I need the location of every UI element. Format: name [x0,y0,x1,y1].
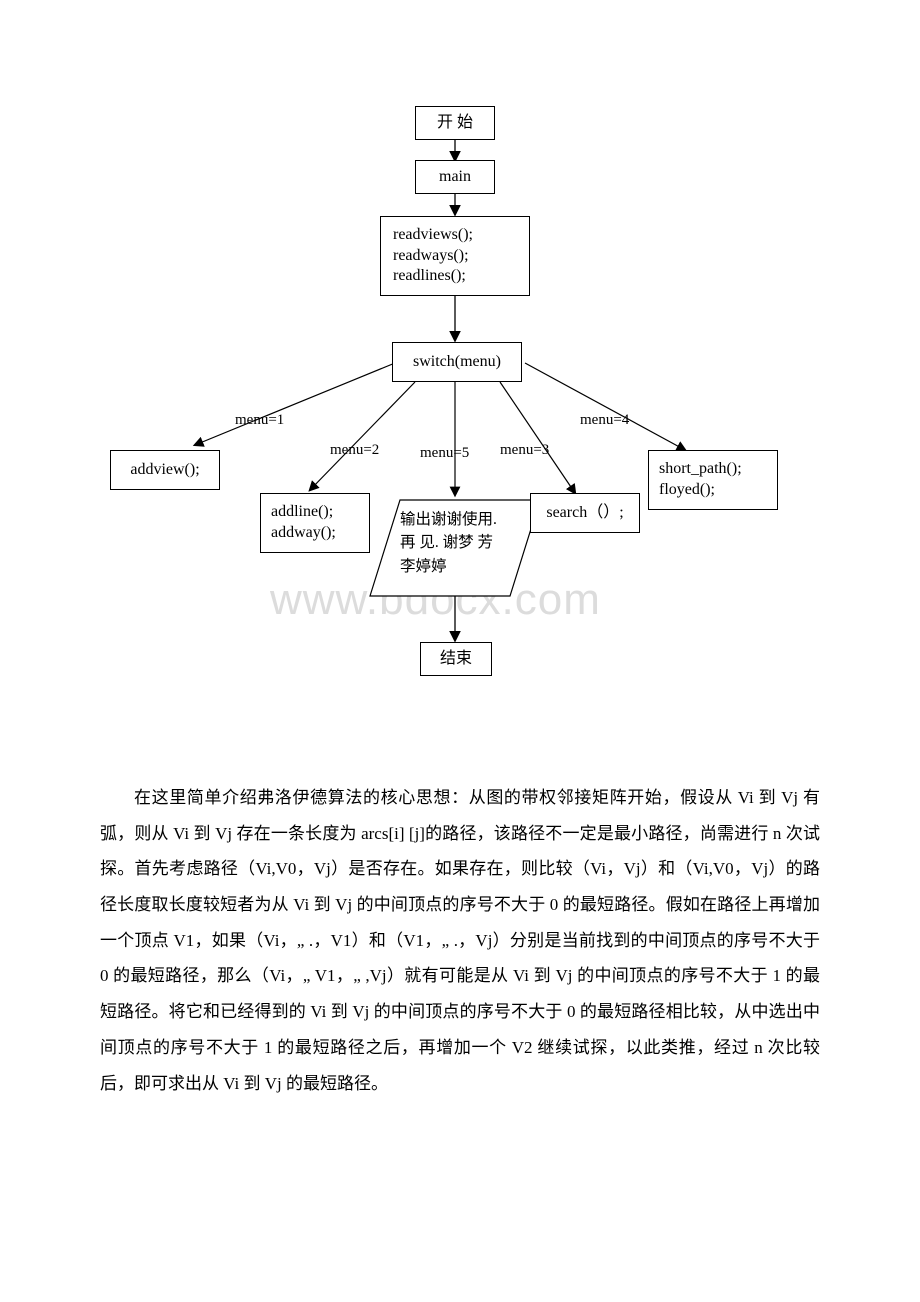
floyed-label: floyed(); [659,480,715,501]
page-root: 开 始 main readviews(); readways(); readli… [0,0,920,1161]
node-reads: readviews(); readways(); readlines(); [380,216,530,296]
node-addview-label: addview(); [130,460,199,481]
node-switch-label: switch(menu) [413,352,501,373]
algorithm-paragraph: 在这里简单介绍弗洛伊德算法的核心思想：从图的带权邻接矩阵开始，假设从 Vi 到 … [100,780,820,1101]
output-line-2: 李婷婷 [400,555,520,578]
node-addlineway: addline(); addway(); [260,493,370,553]
shortpath-label: short_path(); [659,459,742,480]
label-menu4: menu=4 [580,412,629,429]
node-main-label: main [439,167,471,188]
reads-line-1: readways(); [393,246,469,267]
node-addview: addview(); [110,450,220,490]
node-end: 结束 [420,642,492,676]
reads-line-2: readlines(); [393,266,466,287]
label-menu3: menu=3 [500,442,549,459]
node-switch: switch(menu) [392,342,522,382]
node-start: 开 始 [415,106,495,140]
node-search-label: search（）; [546,503,623,524]
node-main: main [415,160,495,194]
node-shortpath: short_path(); floyed(); [648,450,778,510]
node-start-label: 开 始 [437,113,473,134]
node-search: search（）; [530,493,640,533]
addway-label: addway(); [271,523,336,544]
output-line-0: 输出谢谢使用. [400,508,520,531]
node-output: 输出谢谢使用. 再 见. 谢梦 芳 李婷婷 [400,508,520,578]
label-menu1: menu=1 [235,412,284,429]
label-menu5: menu=5 [420,445,469,462]
flowchart-area: 开 始 main readviews(); readways(); readli… [0,100,920,740]
reads-line-0: readviews(); [393,225,473,246]
node-end-label: 结束 [440,649,472,670]
output-line-1: 再 见. 谢梦 芳 [400,531,520,554]
label-menu2: menu=2 [330,442,379,459]
addline-label: addline(); [271,502,333,523]
